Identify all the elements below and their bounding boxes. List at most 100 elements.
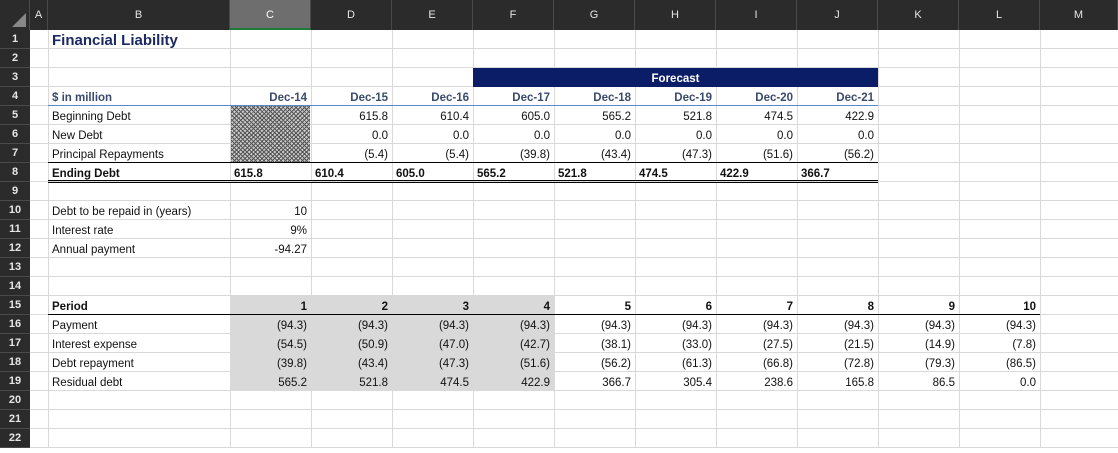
period-header-dec-16[interactable]: Dec-16 <box>431 92 469 104</box>
column-header-l[interactable]: L <box>959 0 1040 30</box>
schedule-period[interactable]: 7 <box>786 301 793 313</box>
schedule-cell[interactable]: (54.5) <box>276 339 307 351</box>
schedule-cell[interactable]: (43.4) <box>357 358 388 370</box>
column-header-j[interactable]: J <box>797 0 878 30</box>
row-header-17[interactable]: 17 <box>0 334 30 353</box>
schedule-cell[interactable]: (94.3) <box>600 320 631 332</box>
row-header-14[interactable]: 14 <box>0 277 30 296</box>
schedule-cell[interactable]: (47.0) <box>438 339 469 351</box>
debt-cell[interactable]: 605.0 <box>396 168 425 180</box>
schedule-cell[interactable]: 366.7 <box>602 377 631 389</box>
schedule-period[interactable]: 4 <box>543 301 550 313</box>
schedule-cell[interactable]: (79.3) <box>924 358 955 370</box>
schedule-period[interactable]: 8 <box>867 301 874 313</box>
schedule-cell[interactable]: (66.8) <box>762 358 793 370</box>
debt-cell[interactable]: 422.9 <box>720 168 749 180</box>
debt-cell[interactable]: 605.0 <box>521 111 550 123</box>
row-header-16[interactable]: 16 <box>0 315 30 334</box>
debt-row-label[interactable]: Principal Repayments <box>52 149 164 161</box>
row-header-19[interactable]: 19 <box>0 372 30 391</box>
column-header-b[interactable]: B <box>48 0 230 30</box>
schedule-cell[interactable]: (94.3) <box>438 320 469 332</box>
schedule-period[interactable]: 2 <box>381 301 388 313</box>
row-header-9[interactable]: 9 <box>0 182 30 201</box>
debt-cell[interactable]: (5.4) <box>364 149 388 161</box>
column-header-k[interactable]: K <box>878 0 959 30</box>
period-header-dec-15[interactable]: Dec-15 <box>350 92 388 104</box>
column-header-m[interactable]: M <box>1040 0 1118 30</box>
debt-cell[interactable]: 615.8 <box>234 168 263 180</box>
debt-cell[interactable]: 0.0 <box>372 130 388 142</box>
row-header-6[interactable]: 6 <box>0 125 30 144</box>
debt-cell[interactable]: 474.5 <box>764 111 793 123</box>
schedule-cell[interactable]: 165.8 <box>845 377 874 389</box>
debt-cell[interactable]: 565.2 <box>602 111 631 123</box>
schedule-cell[interactable]: (56.2) <box>600 358 631 370</box>
schedule-cell[interactable]: (51.6) <box>519 358 550 370</box>
schedule-cell[interactable]: 565.2 <box>278 377 307 389</box>
debt-cell[interactable]: 0.0 <box>777 130 793 142</box>
schedule-period[interactable]: 9 <box>948 301 955 313</box>
column-header-f[interactable]: F <box>473 0 554 30</box>
schedule-row-label[interactable]: Residual debt <box>52 377 123 389</box>
debt-cell[interactable]: (56.2) <box>843 149 874 161</box>
assumption-value[interactable]: 10 <box>294 206 307 218</box>
period-header-dec-19[interactable]: Dec-19 <box>674 92 712 104</box>
row-header-13[interactable]: 13 <box>0 258 30 277</box>
schedule-cell[interactable]: (21.5) <box>843 339 874 351</box>
column-header-c[interactable]: C <box>230 0 311 30</box>
period-header-dec-14[interactable]: Dec-14 <box>269 92 307 104</box>
debt-cell[interactable]: (5.4) <box>445 149 469 161</box>
row-header-2[interactable]: 2 <box>0 49 30 68</box>
schedule-cell[interactable]: (94.3) <box>924 320 955 332</box>
schedule-cell[interactable]: (94.3) <box>843 320 874 332</box>
row-header-15[interactable]: 15 <box>0 296 30 315</box>
row-header-8[interactable]: 8 <box>0 163 30 182</box>
column-header-e[interactable]: E <box>392 0 473 30</box>
schedule-cell[interactable]: 305.4 <box>683 377 712 389</box>
schedule-cell[interactable]: (94.3) <box>276 320 307 332</box>
schedule-row-label[interactable]: Interest expense <box>52 339 138 351</box>
schedule-cell[interactable]: (94.3) <box>357 320 388 332</box>
schedule-period[interactable]: 6 <box>705 301 712 313</box>
schedule-cell[interactable]: 422.9 <box>521 377 550 389</box>
period-header-dec-17[interactable]: Dec-17 <box>512 92 550 104</box>
row-header-18[interactable]: 18 <box>0 353 30 372</box>
schedule-cell[interactable]: (94.3) <box>1005 320 1036 332</box>
units-label[interactable]: $ in million <box>52 92 113 104</box>
assumption-label[interactable]: Interest rate <box>52 225 114 237</box>
column-header-d[interactable]: D <box>311 0 392 30</box>
debt-cell[interactable]: (51.6) <box>762 149 793 161</box>
row-header-12[interactable]: 12 <box>0 239 30 258</box>
debt-cell[interactable]: 521.8 <box>558 168 587 180</box>
debt-cell[interactable]: 0.0 <box>453 130 469 142</box>
column-header-a[interactable]: A <box>30 0 48 30</box>
row-header-7[interactable]: 7 <box>0 144 30 163</box>
debt-cell[interactable]: (47.3) <box>681 149 712 161</box>
debt-cell[interactable]: 565.2 <box>477 168 506 180</box>
debt-row-label[interactable]: New Debt <box>52 130 103 142</box>
assumption-value[interactable]: 9% <box>290 225 307 237</box>
schedule-cell[interactable]: 238.6 <box>764 377 793 389</box>
row-header-10[interactable]: 10 <box>0 201 30 220</box>
schedule-period[interactable]: 5 <box>624 301 631 313</box>
schedule-period[interactable]: 3 <box>462 301 469 313</box>
schedule-cell[interactable]: (72.8) <box>843 358 874 370</box>
debt-cell[interactable]: 610.4 <box>440 111 469 123</box>
row-header-20[interactable]: 20 <box>0 391 30 410</box>
period-header-dec-18[interactable]: Dec-18 <box>593 92 631 104</box>
schedule-cell[interactable]: (14.9) <box>924 339 955 351</box>
row-header-4[interactable]: 4 <box>0 87 30 106</box>
debt-cell[interactable]: 521.8 <box>683 111 712 123</box>
row-header-5[interactable]: 5 <box>0 106 30 125</box>
schedule-period[interactable]: 10 <box>1023 301 1036 313</box>
column-header-i[interactable]: I <box>716 0 797 30</box>
schedule-cell[interactable]: (86.5) <box>1005 358 1036 370</box>
debt-cell[interactable]: (43.4) <box>600 149 631 161</box>
schedule-cell[interactable]: (94.3) <box>762 320 793 332</box>
debt-cell[interactable]: 0.0 <box>615 130 631 142</box>
debt-row-label[interactable]: Ending Debt <box>52 168 120 180</box>
row-header-1[interactable]: 1 <box>0 30 30 49</box>
debt-cell[interactable]: 0.0 <box>534 130 550 142</box>
period-header-dec-20[interactable]: Dec-20 <box>755 92 793 104</box>
